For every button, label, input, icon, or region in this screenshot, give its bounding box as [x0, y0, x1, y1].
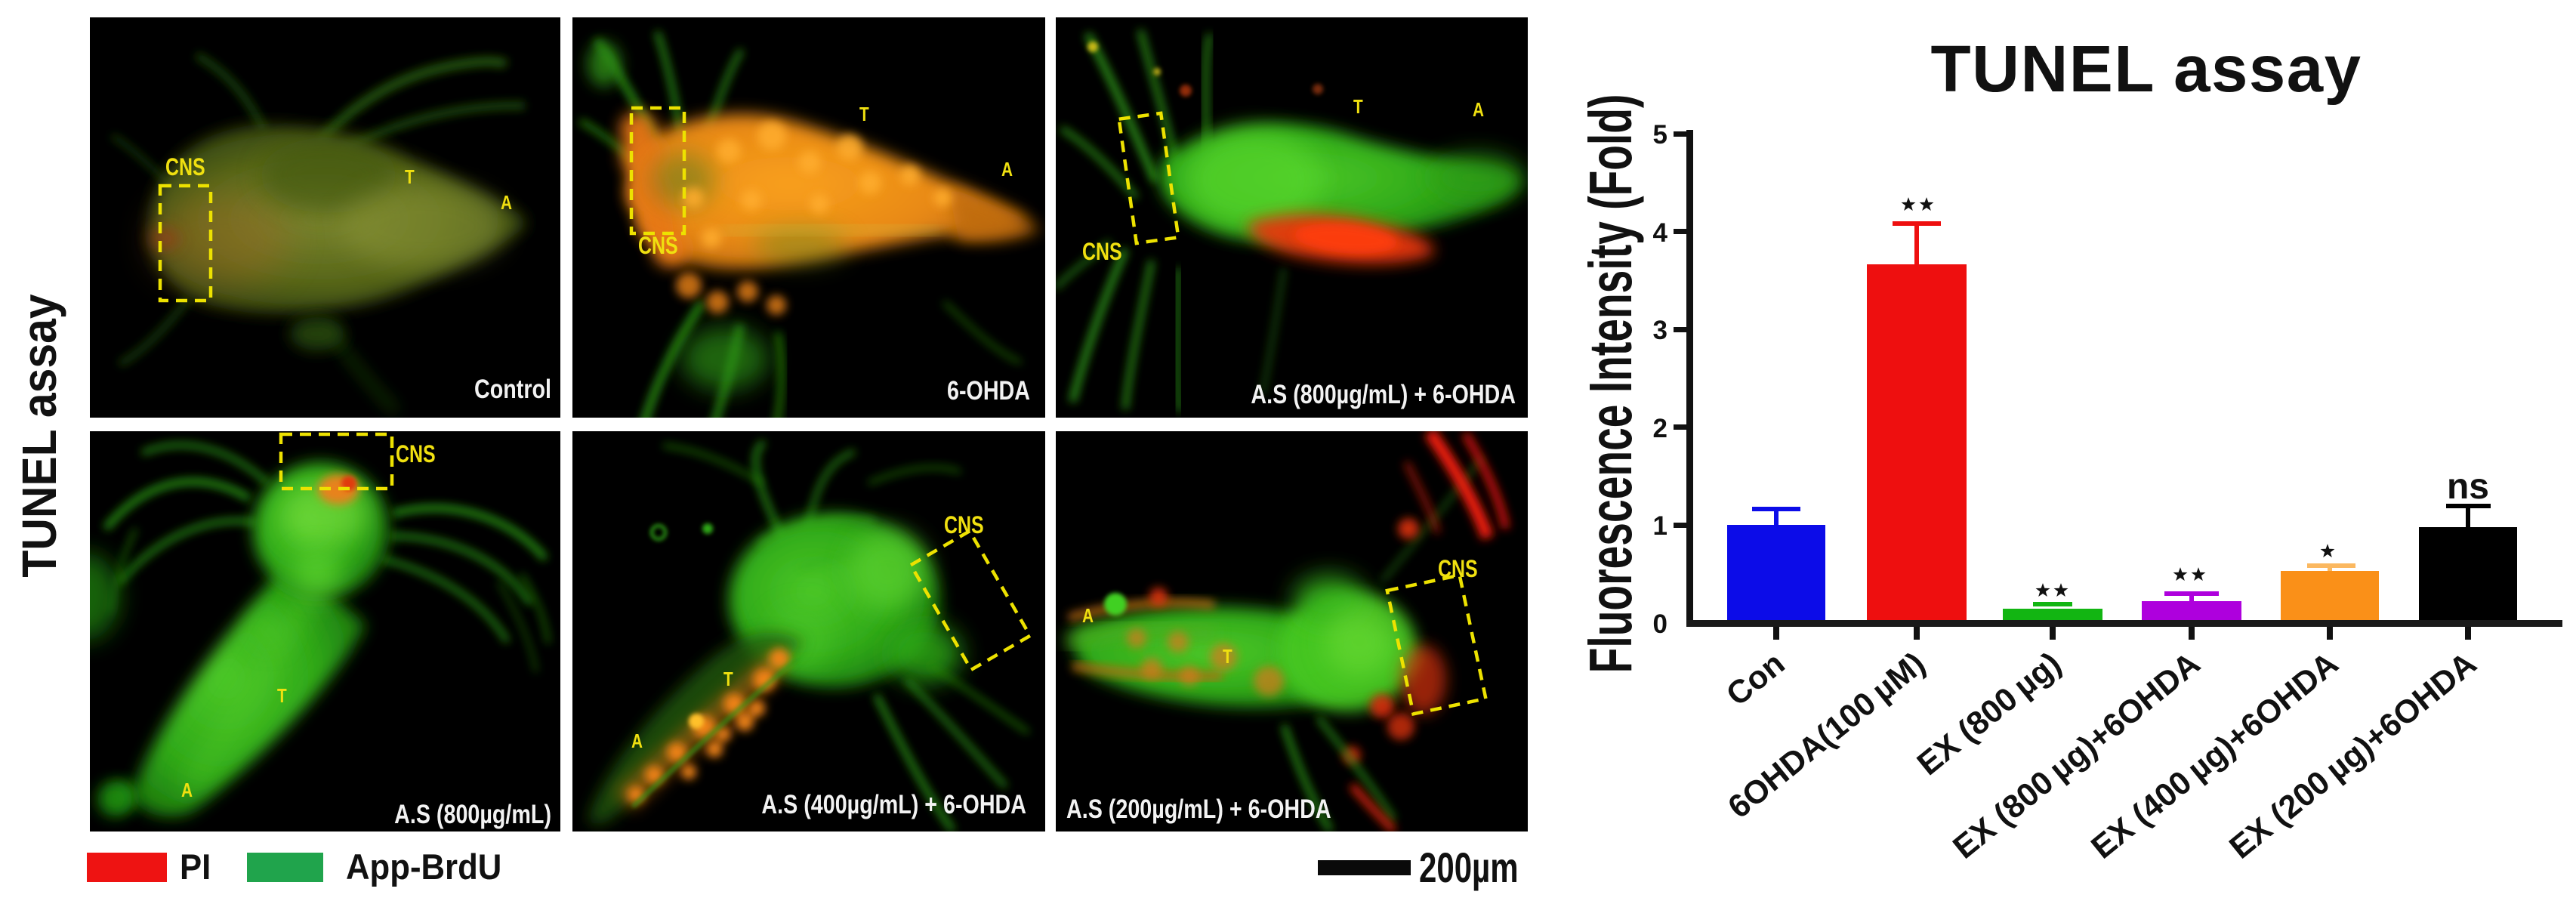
- svg-text:PI: PI: [180, 847, 211, 887]
- svg-text:1: 1: [1653, 511, 1667, 541]
- svg-text:ns: ns: [2447, 467, 2489, 507]
- svg-text:T: T: [277, 685, 287, 707]
- svg-text:App-BrdU: App-BrdU: [346, 847, 501, 887]
- svg-text:6-OHDA: 6-OHDA: [947, 375, 1030, 405]
- svg-text:EX (800 µg)+6OHDA: EX (800 µg)+6OHDA: [1946, 645, 2207, 865]
- svg-text:CNS: CNS: [944, 512, 984, 539]
- svg-text:A: A: [181, 779, 193, 801]
- svg-text:A.S (200µg/mL) + 6-OHDA: A.S (200µg/mL) + 6-OHDA: [1066, 794, 1331, 823]
- svg-text:Control: Control: [474, 374, 551, 403]
- svg-text:5: 5: [1653, 120, 1667, 150]
- svg-text:T: T: [859, 103, 869, 125]
- svg-text:A: A: [1001, 159, 1013, 180]
- svg-text:Con: Con: [1720, 645, 1791, 713]
- svg-text:A.S (800µg/mL) + 6-OHDA: A.S (800µg/mL) + 6-OHDA: [1251, 379, 1516, 409]
- svg-text:TUNEL assay: TUNEL assay: [13, 294, 67, 577]
- svg-text:A: A: [501, 192, 512, 214]
- svg-text:CNS: CNS: [396, 441, 436, 468]
- svg-text:Fluorescence Intensity (Fold): Fluorescence Intensity (Fold): [1577, 94, 1645, 674]
- svg-text:3: 3: [1653, 316, 1667, 345]
- svg-text:CNS: CNS: [1438, 556, 1478, 583]
- svg-text:T: T: [405, 166, 415, 188]
- svg-text:A: A: [1082, 605, 1094, 627]
- svg-text:EX (400 µg)+6OHDA: EX (400 µg)+6OHDA: [2084, 645, 2345, 865]
- svg-text:CNS: CNS: [165, 154, 205, 181]
- svg-text:CNS: CNS: [1082, 239, 1122, 266]
- svg-text:T: T: [1223, 646, 1232, 668]
- svg-text:200µm: 200µm: [1419, 844, 1519, 891]
- svg-text:A.S (400µg/mL) + 6-OHDA: A.S (400µg/mL) + 6-OHDA: [761, 789, 1026, 819]
- svg-text:A.S (800µg/mL): A.S (800µg/mL): [394, 799, 551, 828]
- svg-text:0: 0: [1653, 609, 1667, 639]
- svg-text:4: 4: [1653, 218, 1668, 248]
- svg-text:T: T: [1353, 96, 1363, 118]
- svg-text:TUNEL assay: TUNEL assay: [1931, 32, 2362, 106]
- svg-text:T: T: [723, 668, 733, 690]
- svg-text:EX (200 µg)+6OHDA: EX (200 µg)+6OHDA: [2223, 645, 2483, 865]
- svg-text:A: A: [631, 730, 643, 752]
- svg-text:CNS: CNS: [638, 233, 678, 260]
- svg-text:A: A: [1473, 99, 1484, 121]
- svg-text:2: 2: [1653, 414, 1667, 443]
